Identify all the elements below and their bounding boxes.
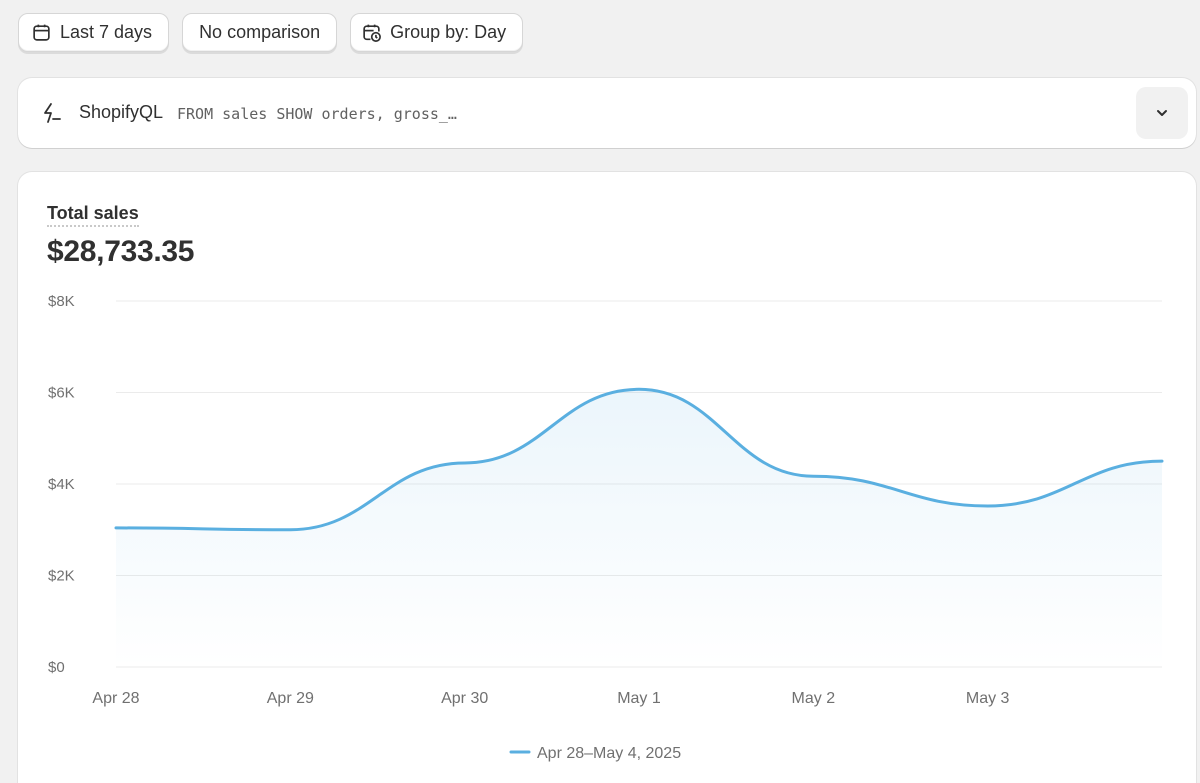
y-tick-label: $8K (48, 293, 75, 310)
lightning-bolt-icon (44, 103, 61, 123)
shopifyql-label: ShopifyQL (79, 102, 164, 122)
x-tick-label: May 1 (617, 690, 661, 707)
x-tick-label: Apr 29 (267, 690, 314, 707)
x-tick-label: May 3 (966, 690, 1010, 707)
y-tick-label: $6K (48, 385, 75, 402)
total-sales-card: Total sales $28,733.35 $0 $2K $4K $6K $8K Apr… (18, 172, 1196, 783)
series-area (116, 389, 1162, 667)
group-by-label: Group by: Day (390, 22, 507, 42)
date-range-button[interactable]: Last 7 days (18, 13, 170, 52)
y-tick-label: $4K (48, 476, 75, 493)
shopifyql-query-bar[interactable]: ShopifyQL FROM sales SHOW orders, gross_… (18, 78, 1196, 148)
x-tick-label: Apr 30 (441, 690, 488, 707)
calendar-icon (33, 24, 50, 41)
date-range-label: Last 7 days (60, 22, 153, 42)
legend-label: Apr 28–May 4, 2025 (537, 745, 681, 762)
report-toolbar: Last 7 days No comparison Group by: Day (18, 13, 524, 52)
x-tick-label: May 2 (792, 690, 836, 707)
series-line (114, 387, 1164, 532)
x-tick-label: Apr 28 (92, 690, 139, 707)
comparison-label: No comparison (199, 22, 321, 42)
chevron-down-icon (1157, 110, 1167, 116)
y-tick-label: $0 (48, 659, 65, 676)
sales-line-chart: $0 $2K $4K $6K $8K Apr 28 Apr 29 Apr 30 May 1 May… (48, 293, 1164, 762)
metric-label[interactable]: Total sales (47, 203, 139, 227)
metric-value: $28,733.35 (47, 235, 195, 268)
comparison-button[interactable]: No comparison (182, 13, 338, 52)
group-by-button[interactable]: Group by: Day (350, 13, 524, 52)
y-tick-label: $2K (48, 568, 75, 585)
query-code-preview: FROM sales SHOW orders, gross_… (177, 105, 457, 123)
calendar-clock-icon (363, 24, 382, 42)
expand-query-button[interactable] (1136, 87, 1188, 139)
